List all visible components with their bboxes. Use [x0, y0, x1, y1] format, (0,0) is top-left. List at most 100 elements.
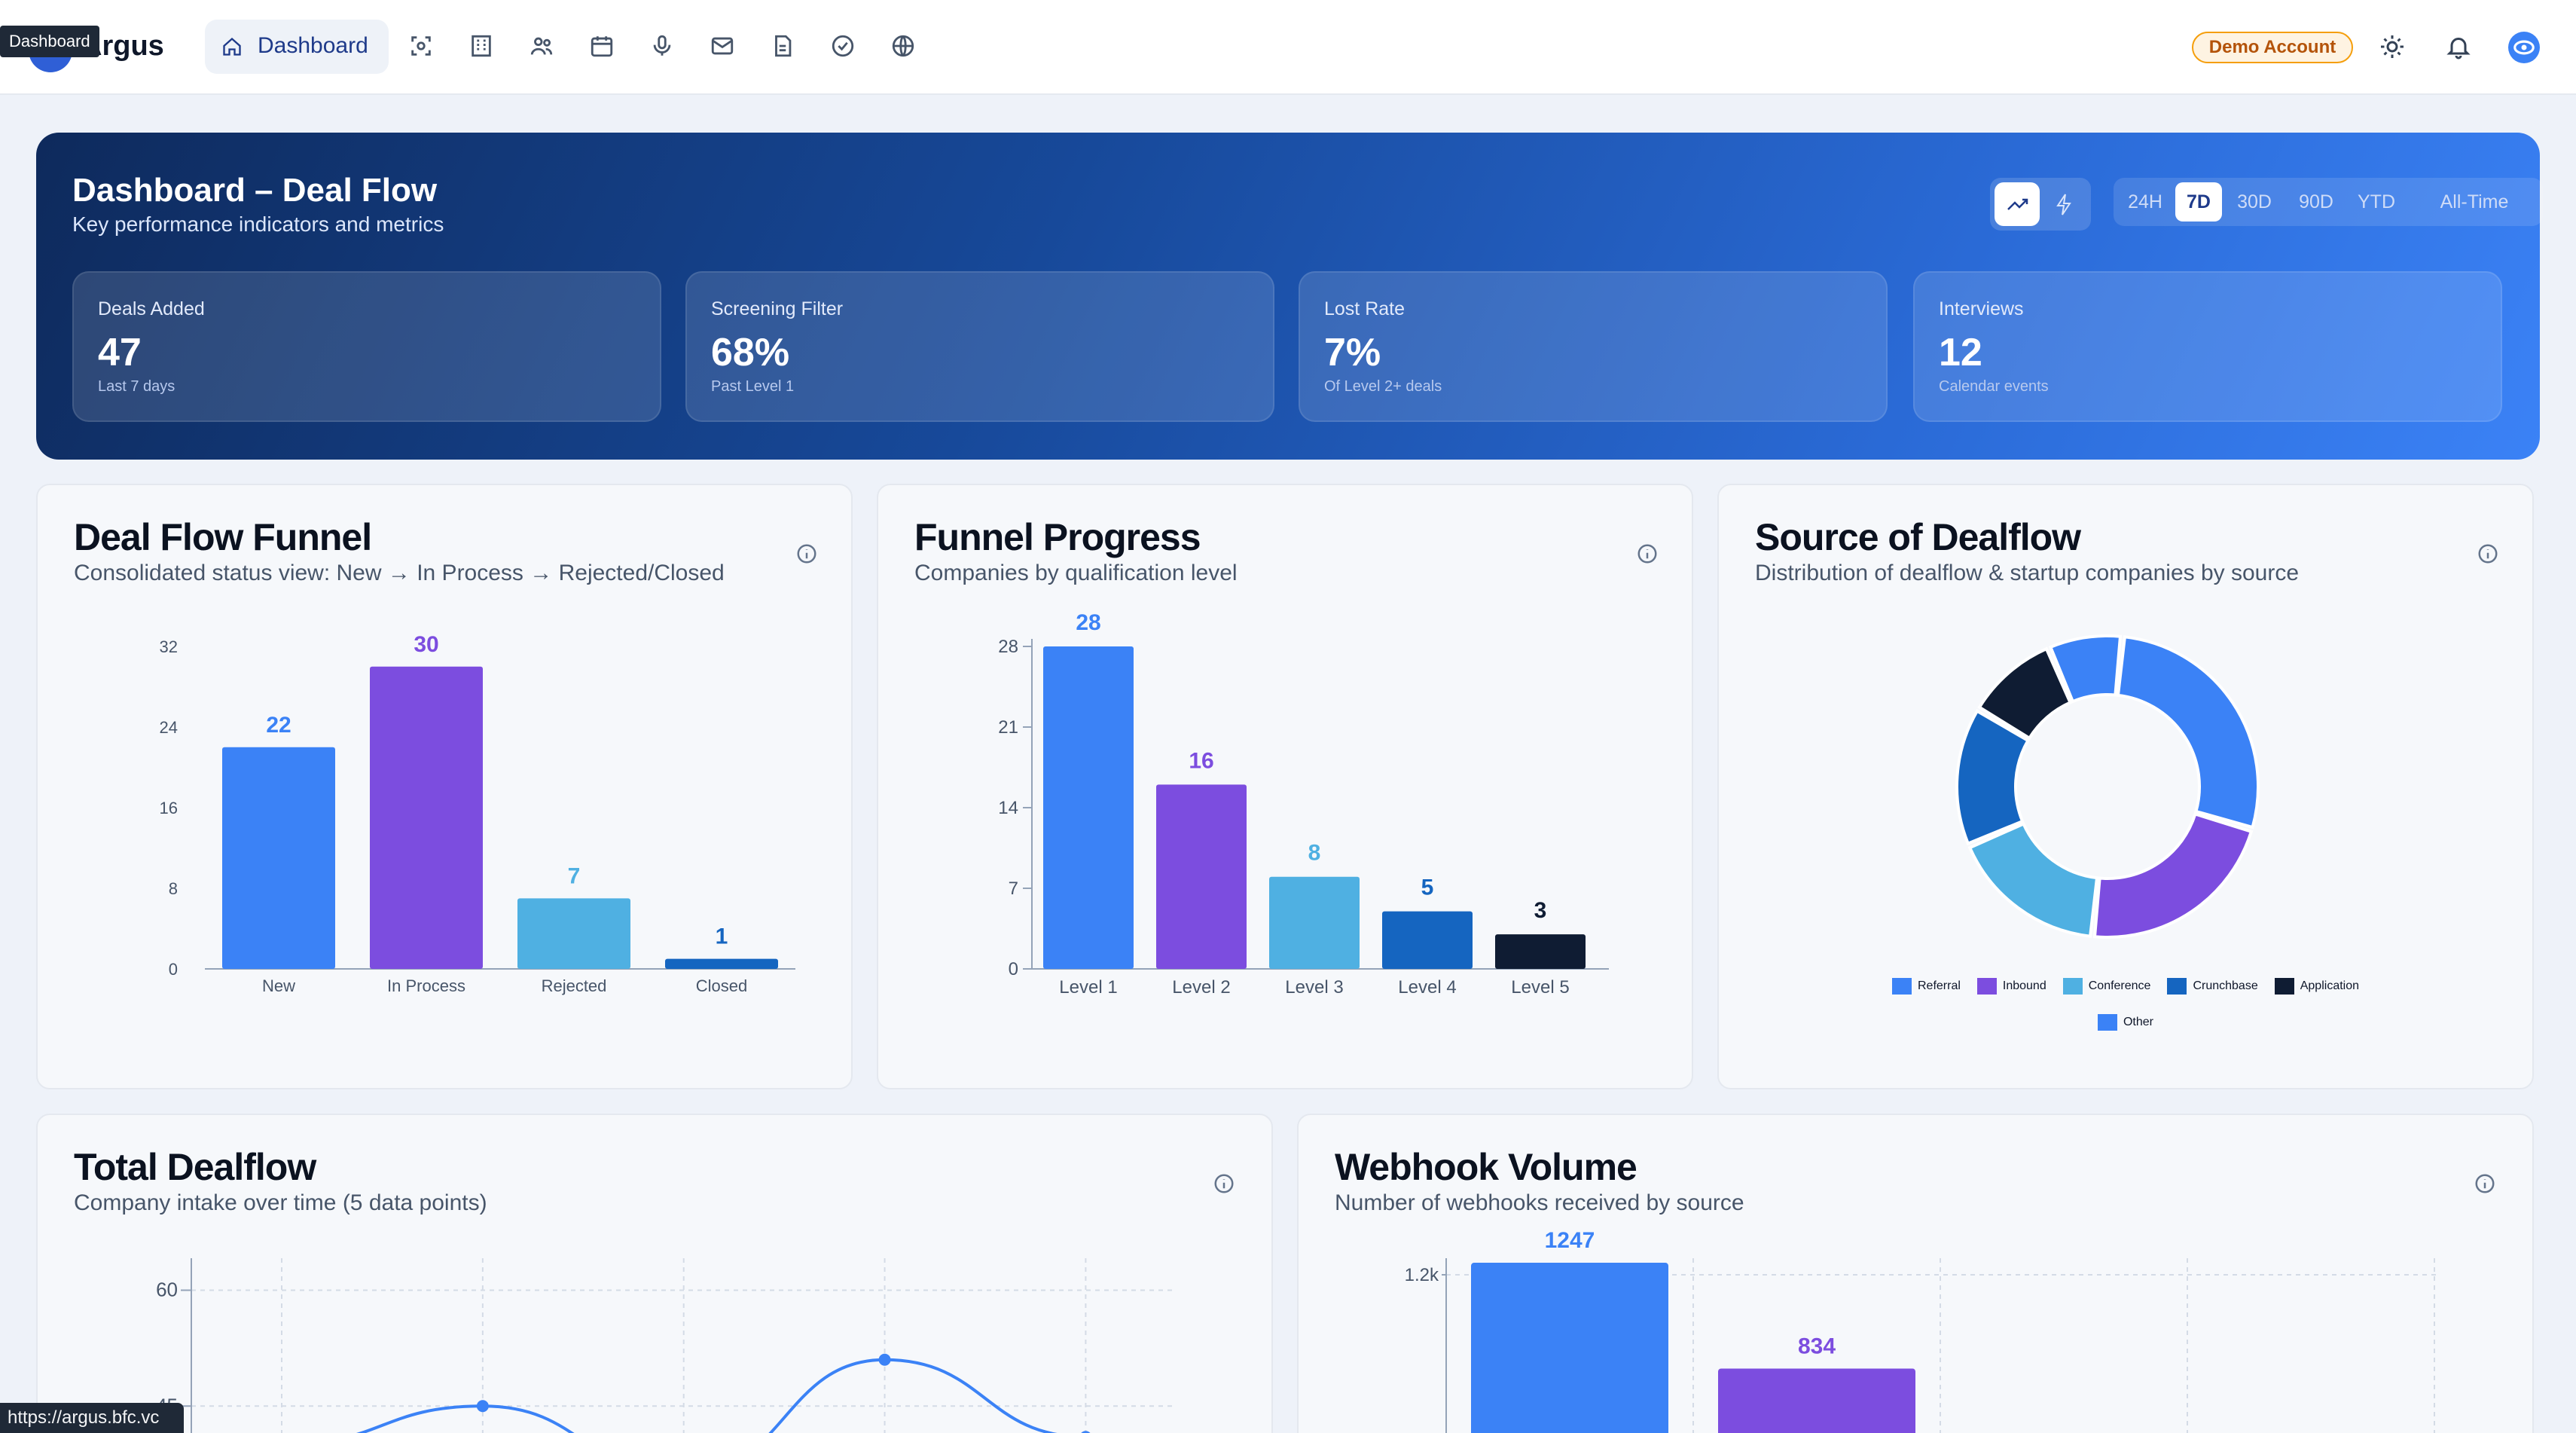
source-legend-row-1: Referral Inbound Conference Crunchbase A…: [1719, 978, 2532, 995]
legend-label: Other: [2123, 1016, 2153, 1028]
donut-slice: [2116, 635, 2260, 830]
nav-dashboard-button[interactable]: Dashboard: [205, 20, 389, 74]
kpi-note: Calendar events: [1939, 378, 2049, 395]
trend-view-button[interactable]: [1995, 182, 2040, 226]
bar-value-label: 28: [1076, 610, 1100, 635]
range-24h[interactable]: 24H: [2128, 191, 2162, 212]
card-subtitle: Consolidated status view: New → In Proce…: [74, 561, 725, 585]
kpi-label: Deals Added: [98, 298, 205, 319]
x-tick-label: Level 1: [1059, 977, 1117, 998]
info-icon[interactable]: [1213, 1172, 1235, 1195]
range-ytd[interactable]: YTD: [2358, 191, 2395, 212]
kpi-note: Past Level 1: [711, 378, 795, 395]
view-toggle: [1990, 178, 2091, 231]
deal-flow-funnel-card: Deal Flow Funnel Consolidated status vie…: [36, 484, 853, 1089]
bar: [665, 958, 778, 969]
bar: [1718, 1368, 1915, 1433]
x-tick-label: Level 2: [1172, 977, 1230, 998]
y-tick-label: 28: [998, 637, 1018, 657]
range-7d[interactable]: 7D: [2175, 182, 2222, 222]
bar-value-label: 834: [1798, 1334, 1836, 1358]
range-90d[interactable]: 90D: [2299, 191, 2333, 212]
donut-slice: [1955, 709, 2031, 846]
bar-value-label: 1: [716, 924, 728, 949]
microphone-icon[interactable]: [649, 33, 675, 59]
kpi-label: Interviews: [1939, 298, 2024, 319]
webhook-volume-card: Webhook Volume Number of webhooks receiv…: [1297, 1114, 2534, 1433]
hero-title: Dashboard – Deal Flow: [72, 172, 438, 209]
bell-icon[interactable]: [2445, 33, 2472, 60]
funnel-bar-chart: 0 8 16 24 32 22 New 30 In Process 7 Rejected 1 Close…: [160, 632, 795, 995]
y-tick-label: 0: [1009, 959, 1018, 979]
bar: [1382, 911, 1473, 969]
card-title: Funnel Progress: [914, 516, 1201, 558]
y-tick-label: 16: [160, 799, 178, 817]
webhook-bar-chart: 1.2k 1247 834: [1405, 1228, 2437, 1433]
range-30d[interactable]: 30D: [2237, 191, 2272, 212]
total-dealflow-card: Total Dealflow Company intake over time …: [36, 1114, 1273, 1433]
y-tick-label: 60: [156, 1279, 178, 1301]
nav-dashboard-label: Dashboard: [258, 33, 368, 58]
info-icon[interactable]: [2474, 1172, 2496, 1195]
user-avatar[interactable]: [2508, 32, 2540, 63]
source-legend-row-2: Other: [1719, 1014, 2532, 1031]
card-subtitle: Distribution of dealflow & startup compa…: [1755, 561, 2300, 585]
y-tick-label: 14: [998, 798, 1018, 818]
card-title: Total Dealflow: [74, 1146, 316, 1188]
legend-item[interactable]: Application: [2274, 978, 2360, 995]
kpi-deals-added: Deals Added 47 Last 7 days: [72, 271, 661, 422]
bar: [1471, 1263, 1668, 1433]
bar: [1156, 784, 1247, 969]
info-icon[interactable]: [1636, 542, 1659, 565]
kpi-value: 7%: [1324, 331, 1381, 374]
kpi-interviews: Interviews 12 Calendar events: [1913, 271, 2502, 422]
bar: [1495, 934, 1586, 969]
legend-item[interactable]: Inbound: [1976, 978, 2046, 995]
kpi-label: Lost Rate: [1324, 298, 1406, 319]
hero-subtitle: Key performance indicators and metrics: [72, 212, 444, 236]
bar-value-label: 30: [414, 632, 438, 657]
sun-icon[interactable]: [2379, 33, 2406, 60]
x-tick-label: Rejected: [542, 976, 607, 995]
document-icon[interactable]: [770, 33, 795, 59]
eye-icon: [2513, 40, 2535, 55]
info-icon[interactable]: [2477, 542, 2499, 565]
progress-bar-chart: 0 7 14 21 28 28 Level 1 16 Level 2 8 Level 3 5 Level…: [998, 610, 1609, 998]
card-subtitle: Company intake over time (5 data points): [74, 1190, 487, 1215]
x-tick-label: Level 4: [1398, 977, 1456, 998]
range-all-time[interactable]: All-Time: [2440, 191, 2509, 212]
scan-icon[interactable]: [408, 33, 434, 59]
source-donut-chart: [1955, 634, 2260, 939]
globe-icon[interactable]: [890, 33, 916, 59]
legend-item[interactable]: Crunchbase: [2167, 978, 2258, 995]
bar-value-label: 3: [1534, 898, 1547, 923]
demo-account-badge[interactable]: Demo Account: [2192, 32, 2353, 63]
kpi-screening-filter: Screening Filter 68% Past Level 1: [685, 271, 1274, 422]
kpi-lost-rate: Lost Rate 7% Of Level 2+ deals: [1299, 271, 1888, 422]
mail-icon[interactable]: [710, 33, 735, 59]
building-icon[interactable]: [469, 33, 494, 59]
card-subtitle: Number of webhooks received by source: [1335, 1190, 1744, 1215]
bar-value-label: 8: [1308, 841, 1321, 866]
top-navbar: Argus Dashboard Dashboard Demo Account: [0, 0, 2576, 95]
check-circle-icon[interactable]: [830, 33, 856, 59]
card-title: Deal Flow Funnel: [74, 516, 372, 558]
legend-label: Application: [2300, 979, 2360, 992]
donut-slice: [1967, 821, 2099, 938]
card-subtitle: Companies by qualification level: [914, 561, 1238, 585]
legend-item[interactable]: Conference: [2062, 978, 2150, 995]
x-tick-label: Closed: [696, 976, 747, 995]
bar-value-label: 22: [266, 713, 291, 738]
users-icon[interactable]: [529, 33, 554, 59]
bar: [1269, 876, 1360, 969]
legend-item[interactable]: Other: [2097, 1014, 2153, 1031]
donut-slice: [1977, 646, 2073, 741]
source-of-dealflow-card: Source of Dealflow Distribution of dealf…: [1717, 484, 2534, 1089]
dashboard-tooltip: Dashboard: [0, 26, 99, 57]
legend-item[interactable]: Referral: [1891, 978, 1961, 995]
live-view-button[interactable]: [2041, 182, 2086, 226]
card-title: Webhook Volume: [1335, 1146, 1637, 1188]
calendar-icon[interactable]: [589, 33, 615, 59]
bar: [370, 666, 483, 969]
info-icon[interactable]: [795, 542, 818, 565]
